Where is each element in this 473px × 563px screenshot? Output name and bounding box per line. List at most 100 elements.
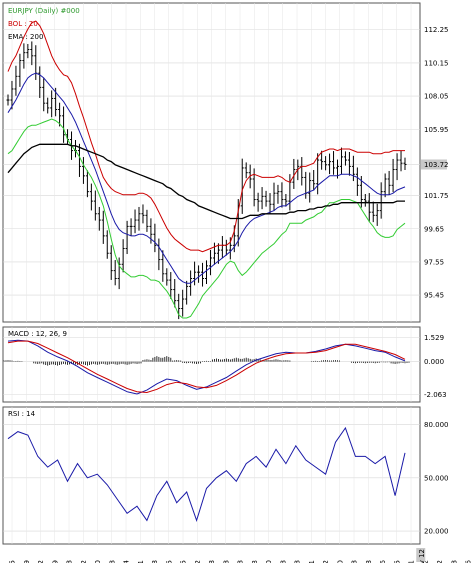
rsi-tick-label: 80.000 <box>424 421 449 429</box>
macd-y-axis: 1.529 0.000 -2.063 <box>424 334 447 399</box>
macd-tick-label: -2.063 <box>424 391 447 399</box>
x-tick-label: 4/2 <box>37 560 45 563</box>
rsi-series-line <box>7 426 406 523</box>
x-tick: 9/1 <box>308 560 316 563</box>
x-tick-label: 6/8 <box>151 560 159 563</box>
x-tick-label: 5/10 <box>94 560 102 563</box>
x-tick-label: 6/1 <box>137 560 145 563</box>
price-series-line <box>7 72 406 284</box>
macd-label: MACD : 12, 26, 9 <box>8 330 67 338</box>
x-tick: 3/15 <box>9 560 17 563</box>
x-highlight: 12 Nov 12 <box>416 548 426 563</box>
price-series-line <box>7 118 406 319</box>
x-tick: 6/15 <box>165 560 173 563</box>
x-tick-label: 8/3 <box>251 560 259 563</box>
x-tick: 8/18 <box>279 560 287 563</box>
price-tick-label: 110.15 <box>424 59 449 67</box>
x-tick: 7/2 <box>194 560 202 563</box>
x-tick: 9/20 <box>336 560 344 563</box>
x-tick: 8/28 <box>294 560 302 563</box>
price-indicator-lines <box>7 20 406 319</box>
rsi-y-axis: 80.000 50.000 20.000 <box>424 421 449 536</box>
price-tick-label: 105.95 <box>424 126 449 134</box>
x-tick-label: 11/22 <box>436 560 444 563</box>
x-tick: 11/12 <box>422 560 430 563</box>
x-tick-label: 11/1 <box>408 560 416 563</box>
x-tick: 5/18 <box>108 560 116 563</box>
x-tick-label: 7/2 <box>194 560 202 563</box>
price-tick-label: 99.65 <box>424 225 444 233</box>
x-tick-label: 10/16 <box>379 559 387 563</box>
x-tick: 7/8 <box>208 560 216 563</box>
price-series-line <box>7 143 405 220</box>
x-tick-label: 8/10 <box>265 560 273 563</box>
rsi-tick-label: 50.000 <box>424 474 449 482</box>
x-tick-label: 11/28 <box>450 560 458 563</box>
rsi-label: RSI : 14 <box>8 410 36 418</box>
x-tick-label: 9/28 <box>351 560 359 563</box>
x-tick-label: 7/28 <box>237 560 245 563</box>
rsi-lines <box>7 426 406 523</box>
price-tick-label: 108.05 <box>424 93 449 101</box>
x-tick: 5/2 <box>80 560 88 563</box>
x-tick: 4/2 <box>37 560 45 563</box>
x-tick: 7/28 <box>237 560 245 563</box>
x-tick-label: 3/15 <box>9 560 17 563</box>
x-tick: 3/29 <box>23 560 31 563</box>
x-tick-label: 4/9 <box>51 560 59 563</box>
x-tick-label: 5/24 <box>123 559 131 563</box>
x-tick: 7/18 <box>222 560 230 563</box>
x-highlight-label: 12 Nov 12 <box>418 549 426 563</box>
x-tick: 8/3 <box>251 560 259 563</box>
x-tick: 5/24 <box>123 559 131 563</box>
x-tick-label: 9/20 <box>336 560 344 563</box>
x-tick: 6/25 <box>180 560 188 563</box>
x-tick: 11/22 <box>436 560 444 563</box>
x-axis: 3/15 3/29 4/2 4/9 4/18 5/2 5/10 5/18 5/24 6/1 6/8 6… <box>9 548 473 563</box>
x-tick: 8/10 <box>265 560 273 563</box>
rsi-grid <box>3 3 420 544</box>
x-tick: 11/28 <box>450 560 458 563</box>
legend-ema: EMA : 200 <box>8 33 43 41</box>
price-tick-label: 101.75 <box>424 192 449 200</box>
x-tick: 6/1 <box>137 560 145 563</box>
x-tick-label: 8/18 <box>279 560 287 563</box>
price-tick-label: 95.45 <box>424 292 444 300</box>
x-tick-label: 6/15 <box>165 560 173 563</box>
x-tick-label: 5/2 <box>80 560 88 563</box>
x-tick: 10/16 <box>379 559 387 563</box>
x-tick-label: 3/29 <box>23 560 31 563</box>
legend-eurjpy: EURJPY (Daily) #000 <box>8 7 80 15</box>
x-tick-label: 10/8 <box>365 560 373 563</box>
macd-tick-label: 0.000 <box>424 358 444 366</box>
x-tick: 4/9 <box>51 560 59 563</box>
last-price-box <box>421 159 447 170</box>
x-highlight-box <box>416 548 426 562</box>
x-tick-label: 4/18 <box>66 560 74 563</box>
price-y-axis: 112.25 110.15 108.05 105.95 103.72 101.75 99.6… <box>421 26 449 300</box>
x-tick-label: 7/18 <box>222 560 230 563</box>
x-tick: 10/8 <box>365 560 373 563</box>
rsi-tick-label: 20.000 <box>424 528 449 536</box>
price-series-line <box>7 20 405 253</box>
legend-bol: BOL : 20 <box>8 20 38 28</box>
x-tick-label: 12/6 <box>465 559 473 563</box>
x-tick-label: 10/25 <box>393 560 401 563</box>
price-tick-label: 103.72 <box>424 161 449 169</box>
macd-tick-label: 1.529 <box>424 334 444 342</box>
x-tick: 12/6 <box>465 559 473 563</box>
x-tick-label: 6/25 <box>180 560 188 563</box>
x-tick: 5/10 <box>94 560 102 563</box>
x-tick: 4/18 <box>66 560 74 563</box>
x-tick: 10/25 <box>393 560 401 563</box>
x-tick: 6/8 <box>151 560 159 563</box>
x-tick-label: 5/18 <box>108 560 116 563</box>
x-tick-label: 9/1 <box>308 560 316 563</box>
x-tick-label: 7/8 <box>208 560 216 563</box>
x-tick-label: 8/28 <box>294 560 302 563</box>
x-tick-label: 11/12 <box>422 560 430 563</box>
x-tick: 9/28 <box>351 560 359 563</box>
macd-lines <box>7 339 406 395</box>
x-tick-label: 9/12 <box>322 560 330 563</box>
